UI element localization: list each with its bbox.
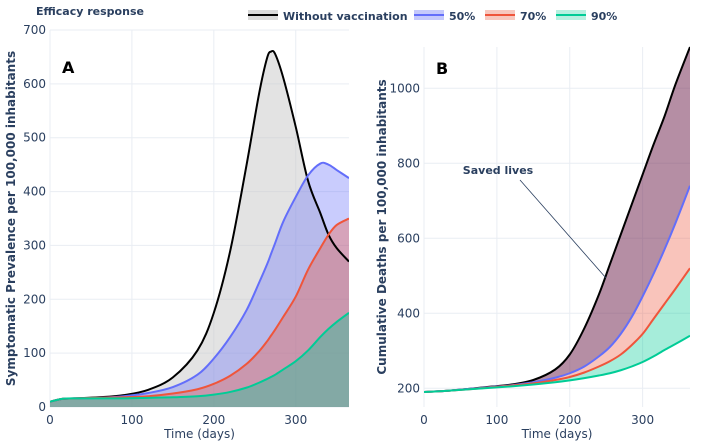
legend-label: 70% xyxy=(520,10,546,23)
y-tick-label: 200 xyxy=(397,381,420,395)
legend-label: Without vaccination xyxy=(283,10,408,23)
y-tick-label: 1000 xyxy=(389,81,420,95)
area-fill-1 xyxy=(50,163,349,407)
area-fill-2 xyxy=(50,218,349,407)
x-axis-title: Time (days) xyxy=(163,427,235,441)
x-tick-label: 200 xyxy=(202,413,225,427)
y-tick-label: 0 xyxy=(38,400,46,414)
annotation-saved-lives: Saved lives xyxy=(463,164,534,177)
legend-item-0[interactable]: Without vaccination xyxy=(248,10,408,23)
y-tick-label: 500 xyxy=(23,131,46,145)
panel-label: A xyxy=(62,58,75,77)
x-tick-label: 200 xyxy=(558,413,581,427)
y-tick-label: 600 xyxy=(23,77,46,91)
x-tick-label: 100 xyxy=(120,413,143,427)
legend-item-3[interactable]: 90% xyxy=(556,10,617,23)
y-axis-title: Cumulative Deaths per 100,000 inhabitant… xyxy=(375,79,389,374)
y-tick-label: 400 xyxy=(23,185,46,199)
band-fill-3 xyxy=(424,268,690,392)
y-axis-title: Symptomatic Prevalence per 100,000 inhab… xyxy=(4,51,18,386)
panel-a: 0 100 200 300 0 100 200 300 400 500 600 700 Time (da… xyxy=(4,23,349,441)
panel-b: 0 100 200 300 200 400 600 800 1000 Time (days) Cum… xyxy=(375,46,690,441)
y-tick-label: 300 xyxy=(23,238,46,252)
legend: Efficacy response Without vaccination 50%… xyxy=(36,5,617,23)
x-tick-label: 100 xyxy=(485,413,508,427)
legend-label: 90% xyxy=(591,10,617,23)
panel-label: B xyxy=(436,59,448,78)
series-line-3 xyxy=(50,311,349,403)
area-fill-0 xyxy=(50,51,349,408)
legend-item-2[interactable]: 70% xyxy=(485,10,546,23)
y-tick-label: 400 xyxy=(397,306,420,320)
band-fill-1 xyxy=(424,47,690,392)
y-tick-label: 100 xyxy=(23,346,46,360)
legend-title: Efficacy response xyxy=(36,5,144,18)
x-tick-label: 300 xyxy=(284,413,307,427)
area-fill-3 xyxy=(50,312,349,407)
y-tick-label: 700 xyxy=(23,23,46,37)
annotation-arrow xyxy=(519,179,607,279)
y-tick-label: 800 xyxy=(397,156,420,170)
legend-label: 50% xyxy=(449,10,475,23)
legend-item-1[interactable]: 50% xyxy=(414,10,475,23)
x-tick-label: 0 xyxy=(420,413,428,427)
x-tick-label: 0 xyxy=(46,413,54,427)
y-tick-label: 600 xyxy=(397,231,420,245)
band-fill-2 xyxy=(424,185,690,392)
y-tick-label: 200 xyxy=(23,292,46,306)
x-axis-title: Time (days) xyxy=(521,427,593,441)
series-line-3 xyxy=(424,334,690,393)
x-tick-label: 300 xyxy=(631,413,654,427)
